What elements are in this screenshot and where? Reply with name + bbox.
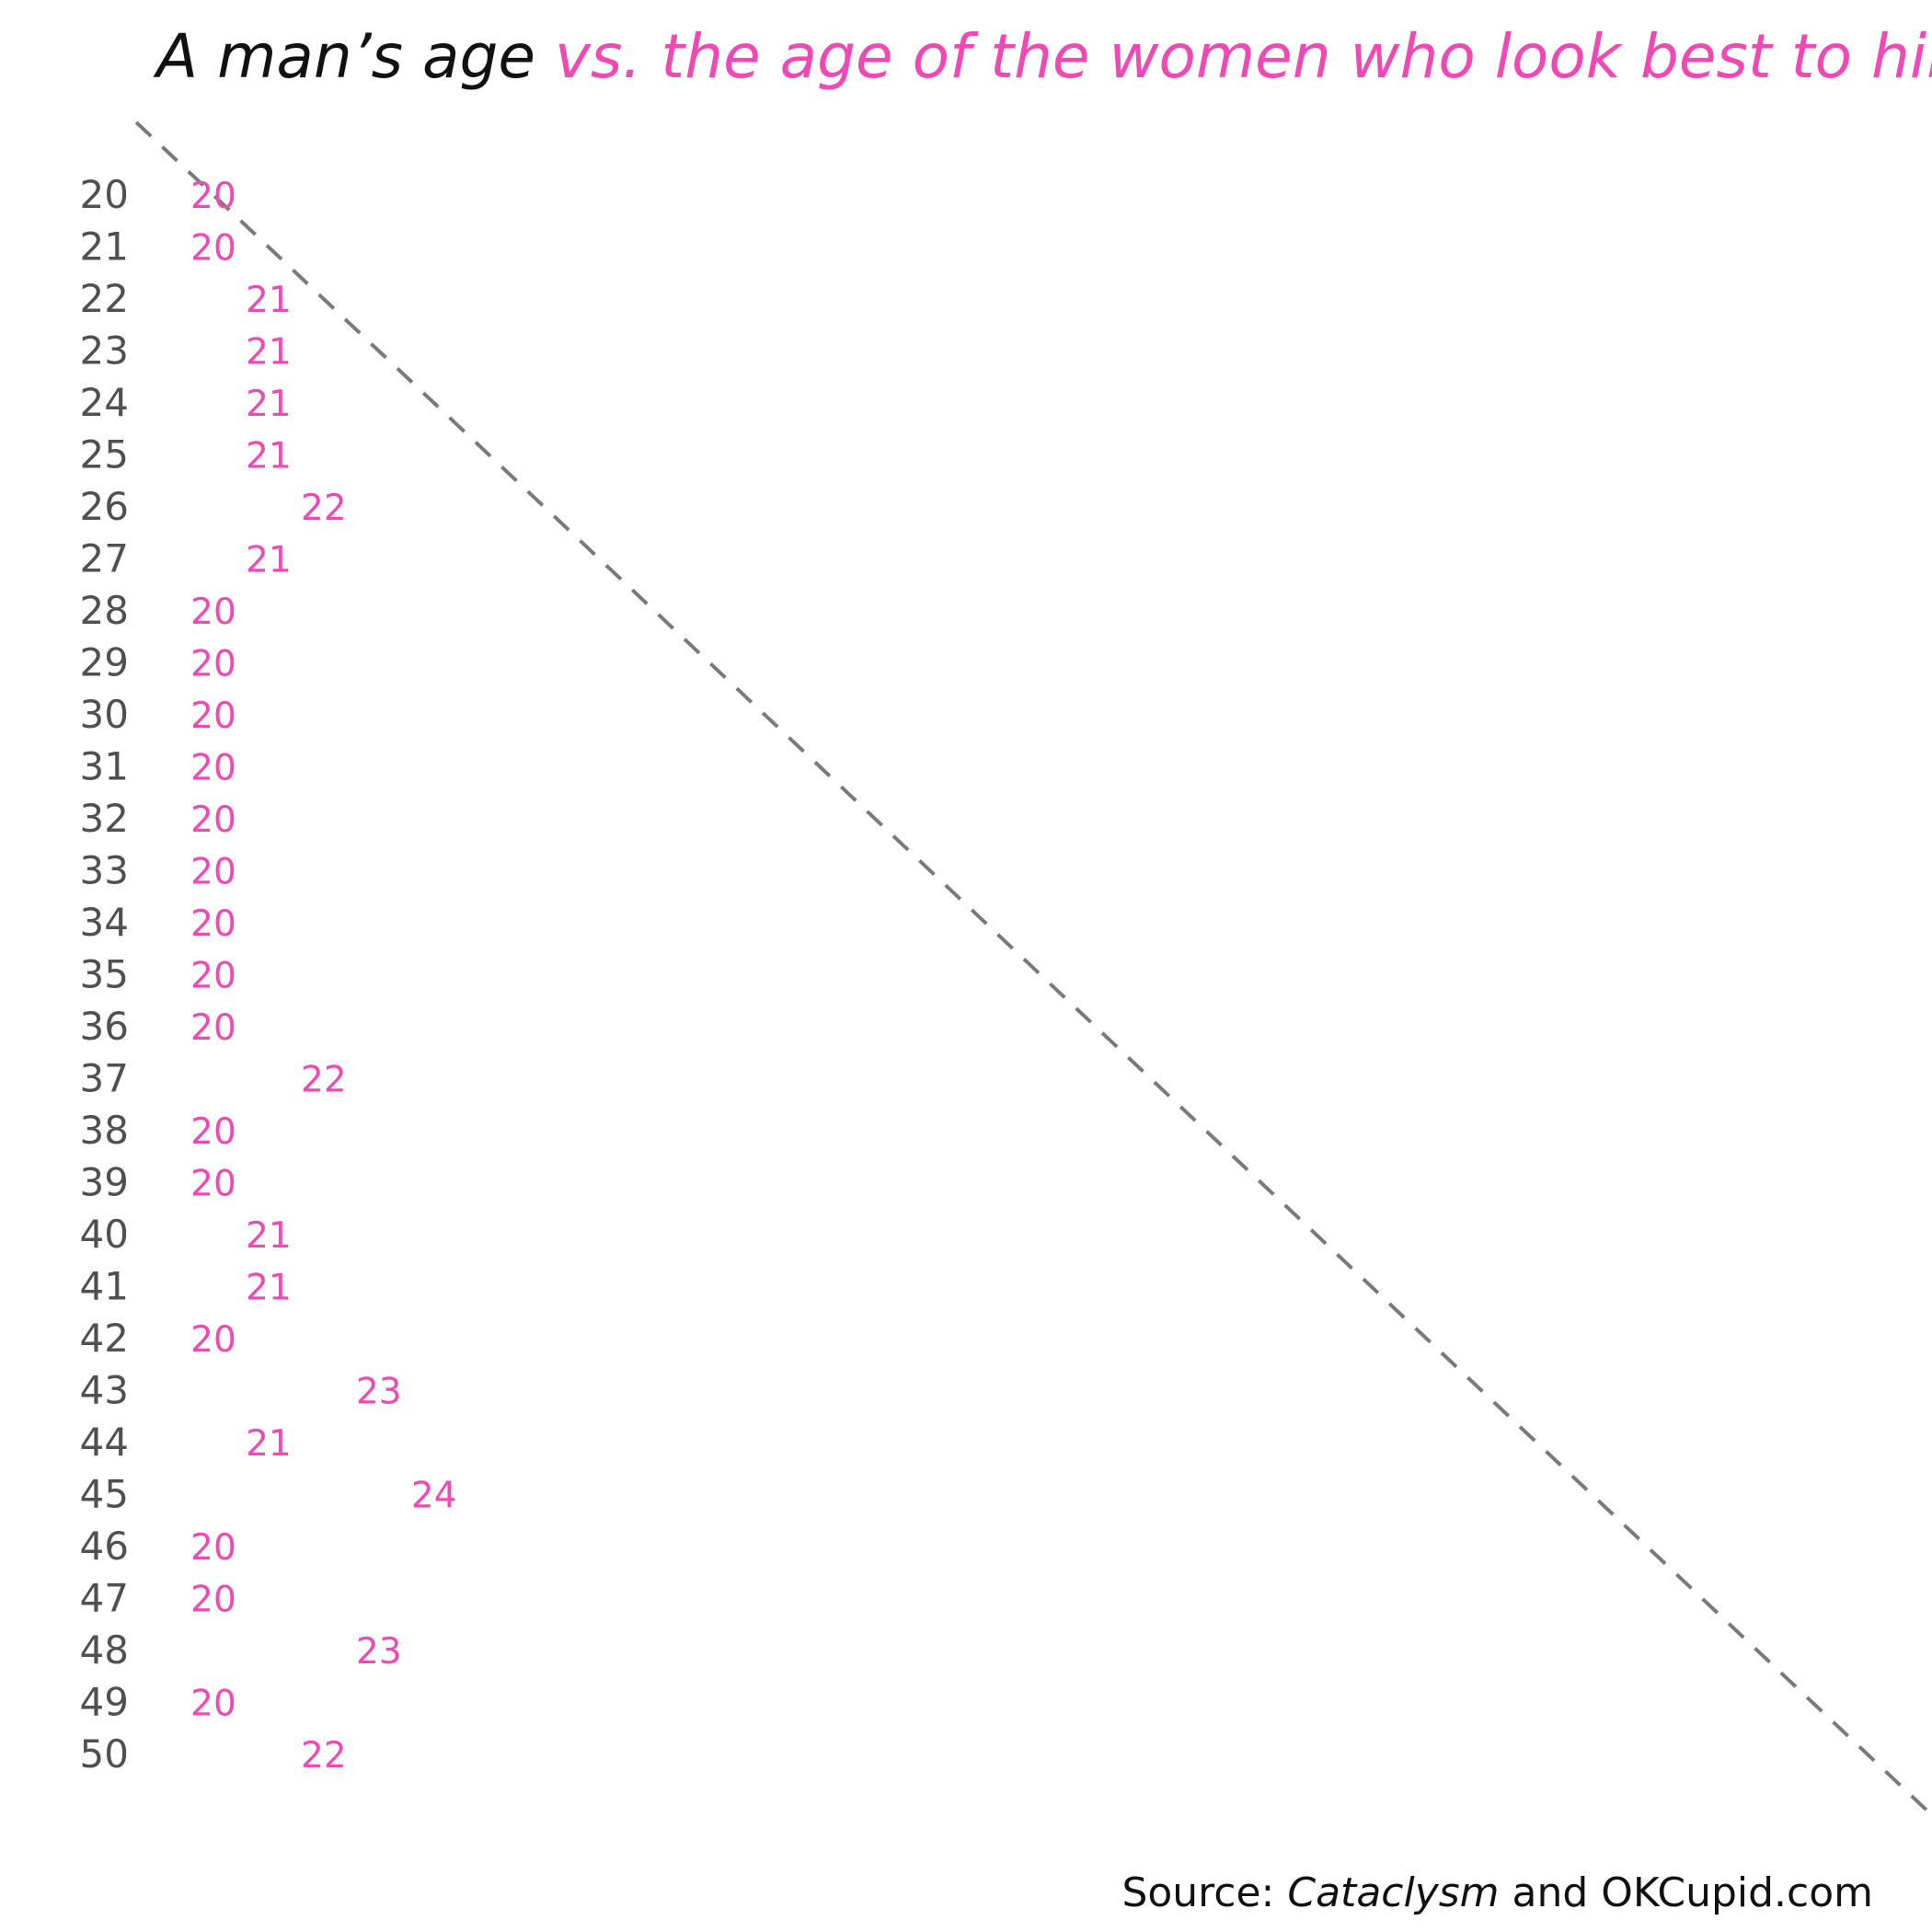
title-part-man-age: A man’s age — [153, 21, 555, 92]
preferred-women-age-point: 22 — [301, 488, 347, 529]
preferred-women-age-point: 21 — [246, 1215, 292, 1257]
preferred-women-age-point: 21 — [246, 332, 292, 374]
man-age-label: 32 — [80, 796, 129, 841]
preferred-women-age-point: 21 — [246, 384, 292, 425]
man-age-label: 40 — [80, 1212, 129, 1257]
preferred-women-age-point: 21 — [246, 540, 292, 581]
preferred-women-age-point: 24 — [411, 1476, 457, 1517]
preferred-women-age-point: 22 — [301, 1735, 347, 1777]
man-age-label: 50 — [80, 1731, 129, 1777]
man-age-label: 42 — [80, 1316, 129, 1361]
man-age-label: 44 — [80, 1420, 129, 1465]
man-age-label: 41 — [80, 1264, 129, 1309]
man-age-label: 21 — [80, 224, 129, 270]
man-age-label: 43 — [80, 1368, 129, 1413]
man-age-label: 34 — [80, 900, 129, 945]
man-age-label: 25 — [80, 432, 129, 477]
preferred-women-age-point: 20 — [190, 228, 236, 270]
preferred-women-age-point: 21 — [246, 280, 292, 321]
man-age-label: 39 — [80, 1160, 129, 1205]
man-age-label: 36 — [80, 1004, 129, 1049]
preferred-women-age-point: 20 — [190, 799, 236, 841]
preferred-women-age-point: 20 — [190, 1007, 236, 1049]
preferred-women-age-point: 20 — [190, 1111, 236, 1153]
preferred-women-age-point: 20 — [190, 748, 236, 789]
man-age-label: 45 — [80, 1472, 129, 1517]
man-age-label: 29 — [80, 640, 129, 685]
man-age-label: 28 — [80, 588, 129, 633]
man-age-label: 37 — [80, 1056, 129, 1101]
man-age-label: 30 — [80, 692, 129, 737]
man-age-label: 46 — [80, 1524, 129, 1569]
preferred-women-age-point: 20 — [190, 176, 236, 217]
man-age-label: 26 — [80, 484, 129, 529]
preferred-women-age-point: 20 — [190, 1684, 236, 1725]
man-age-label: 47 — [80, 1576, 129, 1621]
man-age-label: 22 — [80, 276, 129, 321]
preferred-women-age-point: 22 — [301, 1060, 347, 1101]
source-suffix: and OKCupid.com — [1500, 1869, 1873, 1916]
title-part-women-age: vs. the age of the women who look best t… — [555, 21, 1932, 92]
man-age-label: 49 — [80, 1680, 129, 1725]
man-age-label: 24 — [80, 380, 129, 425]
man-age-label: 27 — [80, 536, 129, 581]
chart-title: A man’s age vs. the age of the women who… — [153, 21, 1932, 92]
preferred-women-age-point: 21 — [246, 1423, 292, 1465]
preferred-women-age-point: 20 — [190, 956, 236, 997]
man-age-label: 38 — [80, 1108, 129, 1153]
preferred-women-age-point: 20 — [190, 1319, 236, 1361]
preferred-women-age-point: 20 — [190, 903, 236, 945]
man-age-label: 33 — [80, 848, 129, 893]
man-age-label: 35 — [80, 952, 129, 997]
preferred-women-age-point: 21 — [246, 1268, 292, 1309]
preferred-women-age-point: 20 — [190, 1164, 236, 1205]
preferred-women-age-point: 20 — [190, 852, 236, 893]
preferred-women-age-point: 20 — [190, 592, 236, 633]
preferred-women-age-point: 20 — [190, 696, 236, 737]
man-age-label: 20 — [80, 172, 129, 217]
man-age-label: 23 — [80, 328, 129, 374]
preferred-women-age-point: 20 — [190, 644, 236, 685]
preferred-women-age-point: 21 — [246, 436, 292, 477]
source-italic: Cataclysm — [1287, 1869, 1499, 1916]
preferred-women-age-point: 23 — [356, 1631, 402, 1673]
man-age-label: 31 — [80, 744, 129, 789]
reference-diagonal-line — [134, 121, 1932, 1818]
preferred-women-age-point: 20 — [190, 1527, 236, 1569]
source-note: Source: Cataclysm and OKCupid.com — [1121, 1869, 1873, 1916]
man-age-label: 48 — [80, 1627, 129, 1673]
preferred-women-age-point: 23 — [356, 1372, 402, 1413]
preferred-women-age-point: 20 — [190, 1580, 236, 1621]
source-prefix: Source: — [1121, 1869, 1287, 1916]
